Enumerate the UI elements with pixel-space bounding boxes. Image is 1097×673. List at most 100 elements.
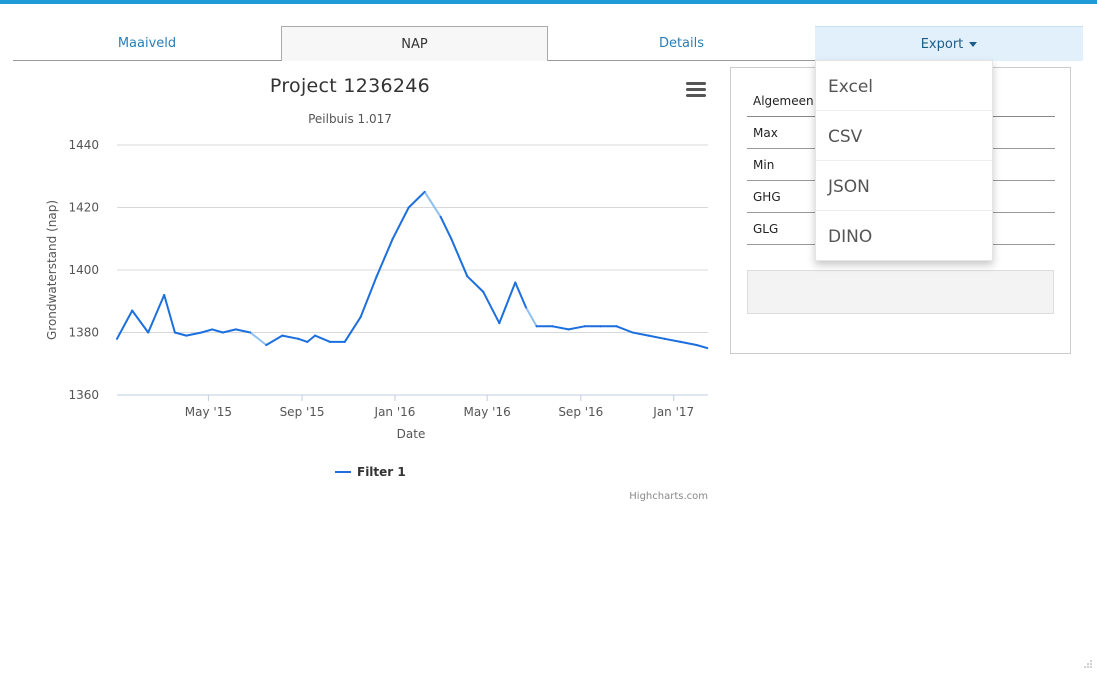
data-point[interactable] — [525, 306, 527, 309]
data-point[interactable] — [663, 337, 666, 340]
series-line-segment — [391, 206, 410, 240]
y-tick-label: 1420 — [68, 201, 99, 215]
data-point[interactable] — [439, 215, 442, 218]
export-excel[interactable]: Excel — [816, 61, 992, 111]
data-point[interactable] — [329, 340, 332, 343]
resize-grip-icon[interactable] — [1083, 659, 1093, 669]
series-line-segment — [663, 337, 682, 343]
export-csv[interactable]: CSV — [816, 111, 992, 161]
data-point[interactable] — [706, 347, 709, 350]
data-point[interactable] — [281, 334, 284, 337]
data-point[interactable] — [147, 331, 150, 334]
data-point[interactable] — [234, 328, 237, 331]
y-tick-label: 1380 — [68, 326, 99, 340]
data-point[interactable] — [163, 294, 166, 296]
data-point[interactable] — [599, 325, 602, 328]
legend-swatch — [335, 470, 351, 473]
export-label: Export — [920, 37, 964, 52]
data-point[interactable] — [343, 340, 346, 343]
data-point[interactable] — [498, 322, 501, 325]
data-point[interactable] — [466, 275, 469, 278]
series-line-segment — [147, 294, 166, 334]
series-line-segment — [249, 331, 268, 346]
series-line-segment — [375, 237, 394, 278]
tab-nap[interactable]: NAP — [281, 26, 548, 61]
y-tick-label: 1440 — [68, 138, 99, 152]
series-line-segment — [131, 309, 150, 334]
data-point[interactable] — [200, 331, 203, 334]
data-point[interactable] — [514, 281, 517, 284]
data-point[interactable] — [221, 331, 224, 334]
series-line-segment — [116, 309, 134, 340]
series-line-segment — [514, 281, 527, 309]
series-line-segment — [679, 340, 698, 346]
data-point[interactable] — [482, 290, 485, 293]
data-point[interactable] — [249, 331, 252, 334]
x-axis-label: Date — [397, 427, 426, 441]
series-line-segment — [297, 337, 309, 343]
data-point[interactable] — [551, 325, 554, 328]
series-line-segment — [567, 325, 586, 331]
export-json[interactable]: JSON — [816, 161, 992, 211]
hamburger-menu-icon[interactable] — [686, 82, 706, 98]
x-tick-label: Jan '16 — [374, 405, 416, 419]
data-point[interactable] — [407, 206, 410, 209]
series-line-segment — [466, 275, 485, 293]
data-point[interactable] — [647, 334, 650, 337]
series-line-segment — [234, 328, 252, 334]
credits-link[interactable]: Highcharts.com — [629, 491, 708, 502]
data-point[interactable] — [173, 331, 176, 334]
data-point[interactable] — [306, 340, 309, 343]
data-point[interactable] — [583, 325, 586, 328]
data-point[interactable] — [567, 328, 570, 331]
data-point[interactable] — [695, 344, 698, 346]
data-point[interactable] — [131, 309, 134, 312]
export-dropdown: Excel CSV JSON DINO — [815, 60, 993, 261]
chart-subtitle: Peilbuis 1.017 — [308, 112, 392, 126]
data-point[interactable] — [314, 334, 316, 337]
tab-export[interactable]: Export — [815, 26, 1083, 61]
data-point[interactable] — [615, 325, 618, 328]
data-point[interactable] — [211, 328, 214, 331]
series-line-segment — [525, 306, 538, 328]
series-line-segment — [211, 328, 224, 334]
data-point[interactable] — [679, 340, 682, 343]
data-point[interactable] — [297, 337, 300, 340]
top-accent-bar — [0, 0, 1097, 4]
data-point[interactable] — [535, 325, 538, 328]
tab-bar: Maaiveld NAP Details Export — [13, 26, 1083, 61]
series-line-segment — [439, 215, 453, 240]
series-line-segment — [314, 334, 332, 343]
series-line-segment — [551, 325, 570, 331]
series-line-segment — [631, 331, 650, 337]
tab-divider — [13, 60, 1083, 61]
data-point[interactable] — [185, 334, 188, 337]
series-line-segment — [482, 290, 501, 325]
data-point[interactable] — [391, 237, 394, 240]
data-point[interactable] — [265, 344, 268, 346]
caret-down-icon — [969, 42, 978, 47]
y-tick-label: 1400 — [68, 263, 99, 277]
chart-title: Project 1236246 — [269, 75, 431, 97]
series-line-segment — [265, 334, 284, 346]
series-line-segment — [498, 281, 517, 325]
legend-item-filter-1[interactable]: Filter 1 — [335, 465, 406, 481]
data-point[interactable] — [423, 190, 426, 193]
series-line-segment — [173, 331, 188, 337]
data-point[interactable] — [631, 331, 634, 334]
data-point[interactable] — [359, 315, 362, 318]
y-tick-label: 1360 — [68, 388, 99, 402]
tab-maaiveld[interactable]: Maaiveld — [117, 36, 177, 51]
data-point[interactable] — [450, 237, 453, 240]
export-dino[interactable]: DINO — [828, 227, 873, 247]
legend-label: Filter 1 — [357, 465, 406, 479]
tab-details[interactable]: Details — [658, 36, 705, 51]
series-line-segment — [407, 190, 426, 209]
series-line-segment — [615, 325, 634, 334]
info-box — [747, 270, 1054, 314]
chart-container: Project 1236246 Peilbuis 1.017 1440 1420 1… — [0, 60, 730, 520]
data-point[interactable] — [375, 275, 378, 278]
x-tick-label: Sep '16 — [558, 405, 603, 419]
x-tick-label: May '16 — [464, 405, 511, 419]
data-point[interactable] — [116, 337, 118, 340]
